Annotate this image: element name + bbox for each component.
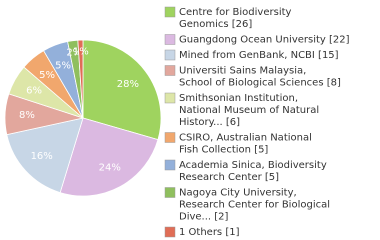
legend-swatch: [164, 34, 176, 45]
legend-swatch: [164, 159, 176, 171]
legend-label: Research Center [5]: [179, 172, 279, 183]
slice-label: 24%: [99, 162, 121, 173]
slice-label: 5%: [55, 61, 71, 72]
legend-swatch: [164, 49, 176, 61]
legend-swatch: [164, 92, 176, 104]
legend-swatch: [164, 226, 176, 238]
legend-swatch: [164, 65, 176, 76]
legend-label: History... [6]: [179, 117, 240, 128]
legend-label: Dive... [2]: [179, 212, 229, 223]
legend-label: CSIRO, Australian National: [179, 133, 312, 144]
legend-swatch: [164, 6, 176, 18]
pie-slice: [77, 39, 84, 119]
slice-label: 1%: [73, 47, 89, 58]
slice-label: 16%: [31, 151, 53, 162]
slice-label: 2%: [66, 47, 82, 58]
pie-slice: [59, 117, 159, 197]
legend-label: Research Center for Biological: [179, 200, 330, 211]
slice-label: 28%: [117, 79, 139, 90]
slice-label: 8%: [19, 110, 35, 121]
legend-swatch: [164, 132, 176, 143]
legend-label: Academia Sinica, Biodiversity: [179, 160, 327, 171]
legend-label: Fish Collection [5]: [179, 145, 268, 156]
legend-label: Nagoya City University,: [179, 188, 297, 199]
legend-label: 1 Others [1]: [179, 227, 240, 238]
pie-slice: [6, 117, 84, 194]
legend-label: School of Biological Sciences [8]: [179, 78, 341, 89]
slice-label: 5%: [39, 70, 55, 81]
legend-label: Genomics [26]: [179, 19, 252, 30]
pie-slice: [82, 39, 162, 141]
legend-label: Centre for Biodiversity: [179, 7, 292, 18]
legend-label: National Museum of Natural: [179, 105, 319, 116]
legend-label: Universiti Sains Malaysia,: [179, 66, 306, 77]
legend-label: Smithsonian Institution,: [179, 93, 298, 104]
slice-label: 6%: [26, 85, 42, 96]
legend-swatch: [164, 187, 176, 198]
legend-label: Guangdong Ocean University [22]: [179, 35, 350, 46]
legend-label: Mined from GenBank, NCBI [15]: [179, 50, 339, 61]
